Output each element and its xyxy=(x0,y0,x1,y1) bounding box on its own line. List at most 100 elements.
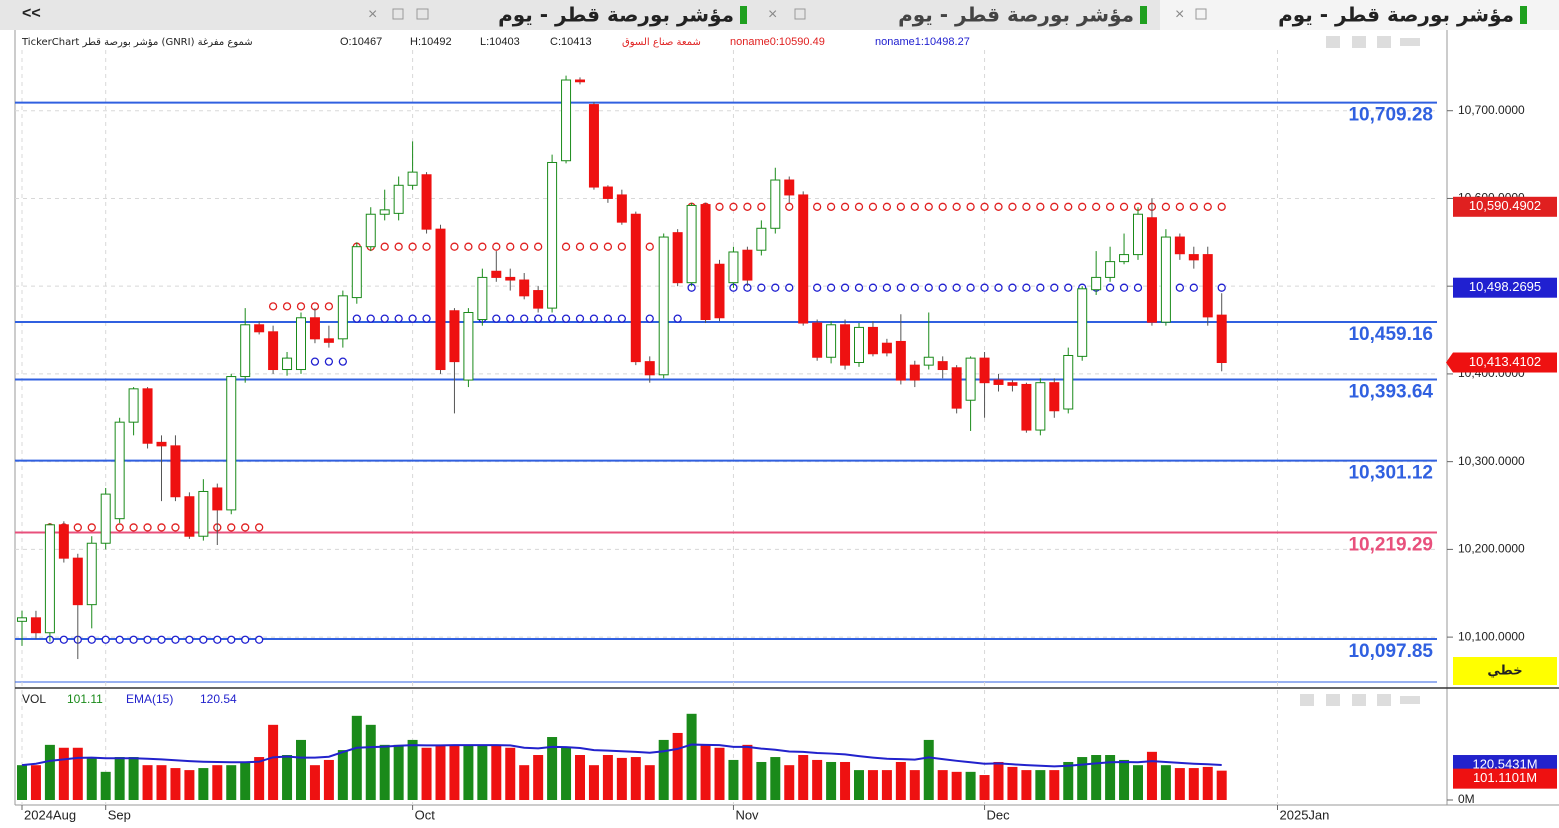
tab-title[interactable]: مؤشر بورصة قطر - يوم xyxy=(1278,3,1514,27)
candle-body xyxy=(812,322,823,358)
tool-button[interactable] xyxy=(1352,694,1366,706)
candle-body xyxy=(1146,217,1157,323)
candle-body xyxy=(226,376,237,511)
tool-button[interactable] xyxy=(1300,694,1314,706)
tab-close[interactable]: × xyxy=(768,6,777,23)
indicator-dot xyxy=(673,314,682,323)
tool-button[interactable] xyxy=(1377,694,1391,706)
indicator-dot xyxy=(338,357,348,366)
volume-bar xyxy=(658,739,669,800)
indicator-dot xyxy=(1105,202,1115,211)
indicator-dot xyxy=(59,635,68,644)
indicator-dot xyxy=(1008,202,1017,211)
tab-window[interactable] xyxy=(392,8,404,20)
indicator-dot xyxy=(157,635,166,644)
indicator-dot xyxy=(87,523,96,532)
indicator-dot xyxy=(729,202,738,211)
volume-bar xyxy=(547,737,558,800)
indicator-dot xyxy=(254,523,264,532)
tool-button[interactable] xyxy=(1377,36,1391,48)
candle-body xyxy=(268,331,279,371)
volume-bar xyxy=(616,757,627,800)
volume-bar xyxy=(114,757,125,800)
indicator-dot xyxy=(296,302,306,311)
indicator-dot xyxy=(1105,283,1115,292)
indicator-dot xyxy=(227,635,236,644)
candle-body xyxy=(477,276,488,321)
x-tick-label: Sep xyxy=(108,807,131,822)
indicator-dot xyxy=(617,314,626,323)
tool-button[interactable] xyxy=(1352,36,1366,48)
line-mode-label[interactable]: خطي xyxy=(1487,664,1522,679)
tool-button[interactable] xyxy=(1400,38,1420,46)
volume-bar xyxy=(1105,755,1116,800)
tab-close[interactable]: × xyxy=(368,6,377,23)
candle-body xyxy=(784,179,795,196)
candle-body xyxy=(909,364,920,381)
volume-bar xyxy=(533,755,544,800)
price-badge xyxy=(1453,196,1557,217)
indicator-dot xyxy=(785,202,794,211)
candle-body xyxy=(951,367,962,409)
indicator-dot xyxy=(743,202,752,211)
tool-button[interactable] xyxy=(1400,696,1420,704)
indicator-dot xyxy=(143,523,152,532)
indicator-dot xyxy=(366,314,375,323)
volume-bar xyxy=(128,757,139,800)
y-tick-label: 10,100.0000 xyxy=(1458,629,1525,643)
candle-body xyxy=(1105,261,1116,278)
indicator-dot xyxy=(966,202,975,211)
indicator-dot xyxy=(1050,202,1059,211)
price-badge-label: 101.1101M xyxy=(1473,770,1537,785)
candle-body xyxy=(421,174,432,230)
candle-body xyxy=(30,617,41,634)
indicator-dot xyxy=(1175,202,1184,211)
candle-body xyxy=(114,421,125,520)
tab-detach[interactable] xyxy=(416,8,429,20)
indicator-dot xyxy=(450,242,459,251)
candle-body xyxy=(1216,314,1227,364)
indicator-dot xyxy=(924,283,933,292)
indicator-dot xyxy=(380,242,389,251)
line-mode-button[interactable] xyxy=(1453,657,1557,685)
candle-body xyxy=(240,324,251,378)
indicator-dot xyxy=(575,242,585,251)
tab-close[interactable]: × xyxy=(1175,6,1184,23)
volume-bar xyxy=(951,771,962,800)
collapse-button[interactable]: << xyxy=(22,5,41,22)
candle-body xyxy=(198,490,209,537)
volume-bar xyxy=(1216,770,1227,800)
candle-body xyxy=(965,357,976,401)
tool-button[interactable] xyxy=(1326,36,1340,48)
tab-active[interactable] xyxy=(1160,0,1559,30)
x-tick-label: Oct xyxy=(415,807,436,822)
tab-marker xyxy=(1140,6,1147,24)
x-tick-label: Dec xyxy=(987,807,1011,822)
tab-marker xyxy=(740,6,747,24)
tab-title[interactable]: مؤشر بورصة قطر - يوم xyxy=(898,3,1134,27)
volume-bar xyxy=(1174,768,1185,800)
tab-window[interactable] xyxy=(794,8,806,20)
indicator-dot xyxy=(171,635,180,644)
indicator-dot xyxy=(1119,283,1129,292)
indicator-dot xyxy=(492,242,501,251)
indicator-dot xyxy=(785,283,794,292)
candle-body xyxy=(1119,254,1130,263)
volume-bar xyxy=(1049,770,1060,800)
volume-bar xyxy=(965,771,976,800)
volume-bar xyxy=(519,765,530,800)
volume-bar xyxy=(1007,766,1018,800)
volume-bar xyxy=(826,761,837,800)
tab-window[interactable] xyxy=(1195,8,1207,20)
left-margin xyxy=(0,30,15,828)
indicator-dot xyxy=(617,242,626,251)
indicator-dot xyxy=(854,283,864,292)
volume-bar xyxy=(937,770,948,800)
tab-title[interactable]: مؤشر بورصة قطر - يوم xyxy=(498,3,734,27)
candle-body xyxy=(588,104,599,188)
indicator-dot xyxy=(589,314,599,323)
candle-body xyxy=(658,236,669,376)
candle-body xyxy=(449,310,460,363)
indicator-dot xyxy=(645,242,654,251)
tool-button[interactable] xyxy=(1326,694,1340,706)
